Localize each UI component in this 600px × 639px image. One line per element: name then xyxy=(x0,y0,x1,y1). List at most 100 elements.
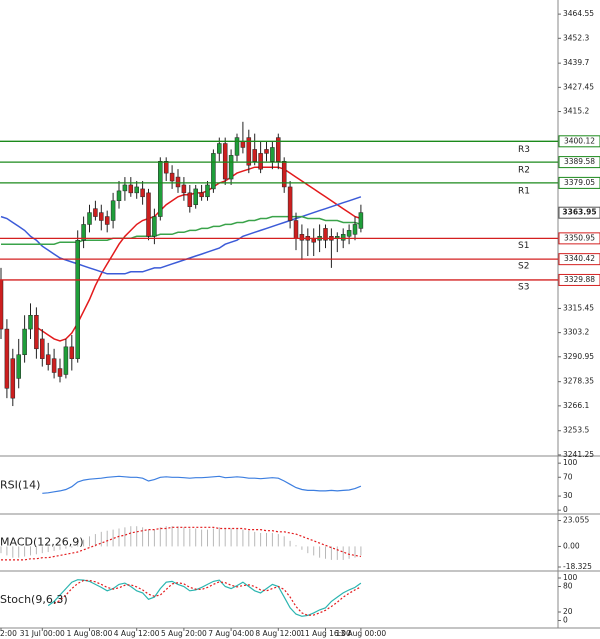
candle-body xyxy=(228,155,234,180)
candle-body xyxy=(169,172,175,182)
candle-body xyxy=(193,188,198,205)
y-tick-label: 3290.95 xyxy=(563,352,594,361)
candle-body xyxy=(211,153,216,190)
candle-body xyxy=(4,328,10,389)
level-name: R3 xyxy=(518,145,530,155)
candle-body xyxy=(323,228,328,241)
candle-body xyxy=(99,212,104,221)
candle-body xyxy=(57,368,63,377)
y-tick-label: -18.325 xyxy=(563,562,592,571)
y-tick-label: 3315.45 xyxy=(563,303,594,312)
level-value-box xyxy=(558,253,600,266)
candle-body xyxy=(240,141,246,148)
y-tick-label: 100 xyxy=(563,458,578,467)
candle-body xyxy=(287,186,293,221)
indicator-line xyxy=(1,215,362,245)
candle-body xyxy=(22,328,27,355)
x-tick-label: 4 Aug 12:00 xyxy=(114,629,160,638)
candle-body xyxy=(146,192,151,237)
candle-body xyxy=(276,137,281,162)
panel-title: Stoch(9,6,3) xyxy=(0,593,68,606)
candle-body xyxy=(93,208,98,217)
y-tick-label: 100 xyxy=(563,573,578,582)
x-tick-label: 13 Aug 00:00 xyxy=(336,629,387,638)
level-value: 3400.12 xyxy=(564,136,595,145)
level-name: S2 xyxy=(518,262,529,272)
y-tick-label: 0.00 xyxy=(563,541,580,550)
y-tick-label: 0 xyxy=(563,616,568,625)
candle-body xyxy=(187,192,193,207)
y-tick-label: 70 xyxy=(563,472,573,481)
candle-body xyxy=(258,153,263,170)
x-tick-label: 31 Jul 00:00 xyxy=(20,629,65,638)
candle-body xyxy=(158,161,163,217)
candle-body xyxy=(346,230,352,237)
candle-body xyxy=(116,190,122,202)
candle-body xyxy=(28,315,33,330)
panel-title: RSI(14) xyxy=(0,479,40,492)
indicator-line xyxy=(42,475,362,494)
y-tick-label: 3464.55 xyxy=(563,9,594,18)
last-price-box xyxy=(558,206,600,219)
y-tick-label: 3266.1 xyxy=(563,401,589,410)
x-tick-label: 8 Aug 12:00 xyxy=(255,629,301,638)
y-tick-label: 3253.5 xyxy=(563,426,589,435)
candle-body xyxy=(222,143,228,180)
level-name: S1 xyxy=(518,241,529,251)
x-tick-label: 7 Aug 04:00 xyxy=(208,629,254,638)
candle-body xyxy=(45,354,51,365)
candle-body xyxy=(246,137,252,166)
candle-body xyxy=(281,161,287,188)
candle-body xyxy=(163,161,169,174)
indicator-line xyxy=(47,579,362,617)
level-name: S3 xyxy=(518,282,529,292)
candle-body xyxy=(358,212,364,229)
candle-body xyxy=(63,346,69,375)
candle-body xyxy=(34,315,39,350)
candle-body xyxy=(217,143,222,154)
candle-body xyxy=(199,192,204,198)
candle-body xyxy=(134,186,139,194)
candle-body xyxy=(293,220,299,239)
y-tick-label: 3241.25 xyxy=(563,450,594,459)
candle-body xyxy=(16,354,21,379)
level-value-box xyxy=(558,135,600,148)
candle-body xyxy=(10,358,16,399)
level-value: 3350.95 xyxy=(564,233,595,242)
y-tick-label: 0 xyxy=(563,505,568,514)
candle-body xyxy=(205,184,210,198)
level-value-box xyxy=(558,232,600,245)
indicator-line xyxy=(1,526,362,561)
candle-body xyxy=(352,224,358,235)
candle-body xyxy=(0,279,4,330)
candle-body xyxy=(104,216,110,225)
indicator-line xyxy=(35,166,362,342)
level-value-box xyxy=(558,273,600,286)
level-value: 3379.05 xyxy=(564,178,595,187)
y-tick-label: 3303.2 xyxy=(563,328,589,337)
y-tick-label: 3452.3 xyxy=(563,33,589,42)
candle-body xyxy=(110,200,116,221)
x-tick-label: 5 Aug 20:00 xyxy=(161,629,207,638)
candle-body xyxy=(175,176,181,188)
y-tick-label: 20 xyxy=(563,607,573,616)
candle-body xyxy=(270,147,275,162)
candle-body xyxy=(152,216,157,237)
candle-body xyxy=(51,358,57,373)
panel-title: MACD(12,26,9) xyxy=(0,536,84,549)
level-value-box xyxy=(558,176,600,189)
y-tick-label: 80 xyxy=(563,581,573,590)
level-name: R1 xyxy=(518,186,530,196)
candle-body xyxy=(299,234,305,241)
level-name: R2 xyxy=(518,166,530,176)
candle-body xyxy=(181,184,187,194)
candle-body xyxy=(128,184,134,194)
y-tick-label: 23.055 xyxy=(563,516,589,525)
y-tick-label: 3439.7 xyxy=(563,58,589,67)
last-price: 3363.95 xyxy=(562,208,596,217)
y-tick-label: 30 xyxy=(563,491,573,500)
candle-body xyxy=(252,149,257,162)
